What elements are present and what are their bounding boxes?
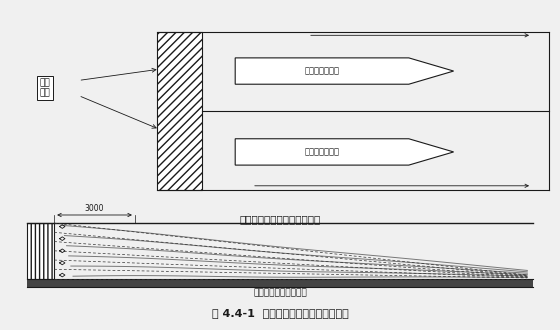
Bar — [27, 279, 533, 286]
Text: 图 4.4-1  混凝土浇筑顺序及分层示意图: 图 4.4-1 混凝土浇筑顺序及分层示意图 — [212, 309, 348, 318]
Text: 西端头负二层侧墙砼浇筑方向: 西端头负二层侧墙砼浇筑方向 — [239, 214, 321, 225]
Text: 已浇
筑砼: 已浇 筑砼 — [39, 78, 50, 98]
Text: 混凝土分层浇筑示意图: 混凝土分层浇筑示意图 — [253, 288, 307, 297]
Text: 混凝土浇筑方向: 混凝土浇筑方向 — [305, 148, 339, 156]
Polygon shape — [235, 58, 454, 84]
Text: 3000: 3000 — [85, 204, 104, 213]
Bar — [157, 32, 202, 189]
Polygon shape — [235, 139, 454, 165]
Bar — [27, 223, 54, 279]
Text: 混凝土浇筑方向: 混凝土浇筑方向 — [305, 67, 339, 76]
